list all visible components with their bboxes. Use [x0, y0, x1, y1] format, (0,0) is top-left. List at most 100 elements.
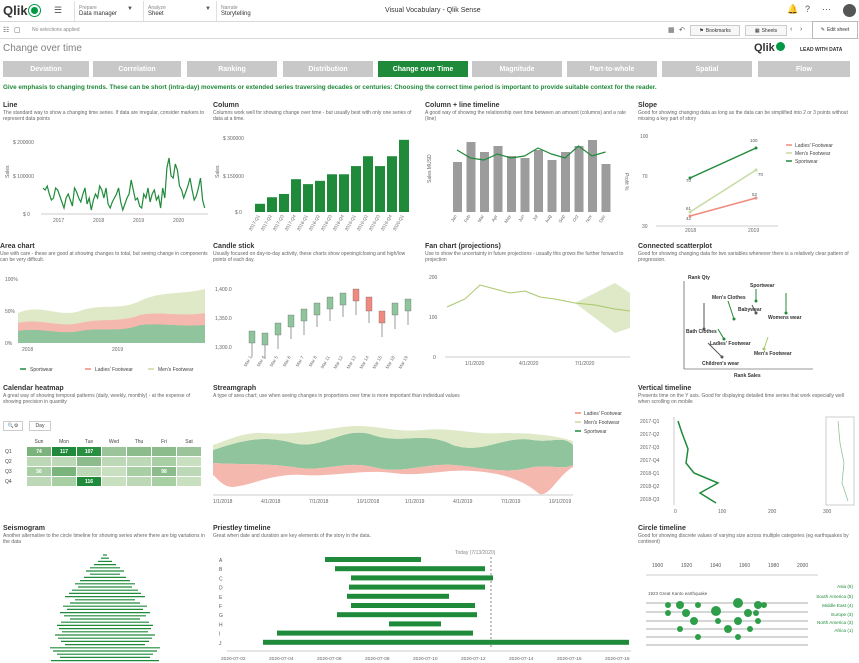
- zoom-search-button[interactable]: 🔍​⚙: [3, 421, 23, 431]
- duration-bar[interactable]: [351, 603, 475, 608]
- tab-magnitude[interactable]: Magnitude: [472, 61, 562, 77]
- notification-bell-icon[interactable]: 🔔: [787, 4, 799, 14]
- heat-cell[interactable]: [102, 457, 126, 466]
- duration-bar[interactable]: [351, 575, 493, 581]
- nav-prepare[interactable]: Prepare Data manager: [74, 1, 126, 21]
- event-circle[interactable]: [676, 601, 684, 609]
- heat-cell[interactable]: [152, 477, 176, 486]
- global-selector-icon[interactable]: ▦: [668, 27, 675, 34]
- event-circle[interactable]: [665, 602, 671, 608]
- bookmarks-button[interactable]: ⚑ Bookmarks: [690, 25, 740, 36]
- heat-cell[interactable]: [77, 447, 101, 456]
- nav-analyze[interactable]: Analyze Sheet: [143, 1, 203, 21]
- prev-sheet-icon[interactable]: ‹: [790, 26, 793, 33]
- connected-scatter-chart[interactable]: Rank Qty Sportwear Men's Clothes Babywea…: [638, 273, 856, 383]
- heat-cell[interactable]: [77, 467, 101, 476]
- tab-correlation[interactable]: Correlation: [93, 61, 181, 77]
- chevron-down-icon[interactable]: ▼: [127, 6, 133, 12]
- heat-cell[interactable]: [177, 457, 201, 466]
- day-button[interactable]: Day: [29, 421, 51, 431]
- heat-cell[interactable]: [127, 477, 151, 486]
- event-circle[interactable]: [682, 609, 690, 617]
- event-circle[interactable]: [677, 626, 683, 632]
- event-circle[interactable]: [665, 610, 671, 616]
- event-circle[interactable]: [711, 606, 721, 616]
- line-chart[interactable]: Sales $ 200000 $ 100000 $ 0 2017 2018 20…: [3, 128, 208, 232]
- tab-spatial[interactable]: Spatial: [662, 61, 752, 77]
- area-chart[interactable]: 100% 50% 0% 2018 2019 Sportwear Ladies' …: [0, 273, 208, 383]
- tab-deviation[interactable]: Deviation: [3, 61, 89, 77]
- duration-bar[interactable]: [277, 630, 473, 636]
- heat-cell[interactable]: [127, 457, 151, 466]
- event-circle[interactable]: [744, 609, 752, 617]
- heat-cell[interactable]: [127, 467, 151, 476]
- tab-distribution[interactable]: Distribution: [283, 61, 373, 77]
- event-circle[interactable]: [754, 601, 762, 609]
- calendar-heatmap-chart[interactable]: Sun Mon Tue Wed Thu Fri Sat Q1 Q2 Q3 Q4 74 117 107 56 9…: [3, 437, 208, 497]
- event-circle[interactable]: [733, 598, 743, 608]
- event-circle[interactable]: [753, 610, 759, 616]
- heat-cell[interactable]: [152, 447, 176, 456]
- event-circle[interactable]: [690, 617, 698, 625]
- heat-cell[interactable]: [52, 447, 76, 456]
- heat-cell[interactable]: [177, 477, 201, 486]
- vertical-timeline-chart[interactable]: 2017-Q1 2017-Q2 2017-Q3 2017-Q4 2018-Q1 2018-…: [638, 413, 856, 520]
- chevron-down-icon[interactable]: ▼: [205, 6, 211, 12]
- seismogram-chart[interactable]: [3, 551, 208, 663]
- heat-cell[interactable]: [177, 467, 201, 476]
- selections-tool-icon[interactable]: ▢: [14, 27, 21, 34]
- qlik-logo[interactable]: Qlik: [3, 3, 40, 18]
- heat-cell[interactable]: [77, 457, 101, 466]
- heat-cell[interactable]: [102, 477, 126, 486]
- edit-sheet-button[interactable]: ✎ Edit sheet: [812, 21, 858, 39]
- event-circle[interactable]: [755, 618, 761, 624]
- next-sheet-icon[interactable]: ›: [800, 26, 803, 33]
- event-circle[interactable]: [695, 602, 701, 608]
- heat-cell[interactable]: [152, 457, 176, 466]
- heat-cell[interactable]: [27, 477, 51, 486]
- event-circle[interactable]: [735, 634, 741, 640]
- heat-cell[interactable]: [52, 477, 76, 486]
- tab-ranking[interactable]: Ranking: [187, 61, 277, 77]
- heat-cell[interactable]: [52, 467, 76, 476]
- heat-cell[interactable]: [27, 447, 51, 456]
- heat-cell[interactable]: [27, 467, 51, 476]
- heat-cell[interactable]: [152, 467, 176, 476]
- fan-chart[interactable]: 200 100 0 1/1/2020 4/1/2020 7/1/2020: [425, 273, 630, 383]
- heat-cell[interactable]: [52, 457, 76, 466]
- event-circle[interactable]: [715, 618, 721, 624]
- slope-chart[interactable]: 100 70 30 100 70 70 61 52 42 2018 2019 L…: [638, 128, 856, 232]
- tab-part-to-whole[interactable]: Part-to-whole: [567, 61, 657, 77]
- menu-icon[interactable]: ☰: [54, 5, 63, 15]
- heat-cell[interactable]: [77, 477, 101, 486]
- heat-cell[interactable]: [27, 457, 51, 466]
- duration-bar[interactable]: [349, 584, 485, 590]
- streamgraph-chart[interactable]: 1/1/2018 4/1/2018 7/1/2018 10/1/2018 1/1/201…: [213, 405, 631, 515]
- help-icon[interactable]: ?: [805, 4, 811, 14]
- more-icon[interactable]: ⋯: [822, 4, 831, 14]
- duration-bar[interactable]: [389, 621, 441, 627]
- heat-cell[interactable]: [102, 467, 126, 476]
- nav-narrate[interactable]: Narrate Storytelling: [216, 1, 276, 21]
- event-circle[interactable]: [695, 634, 701, 640]
- heat-cell[interactable]: [177, 447, 201, 456]
- avatar[interactable]: [843, 4, 856, 17]
- tab-flow[interactable]: Flow: [758, 61, 850, 77]
- heat-cell[interactable]: [102, 447, 126, 456]
- column-chart[interactable]: Sales $ 300000 $ 150000 $ 0 2017-Q12017-…: [213, 128, 418, 232]
- event-circle[interactable]: [724, 625, 732, 633]
- undo-icon[interactable]: ↶: [679, 27, 685, 34]
- sheets-button[interactable]: ▦ Sheets: [745, 25, 787, 36]
- tab-change-over-time[interactable]: Change over Time: [378, 61, 468, 77]
- duration-bar[interactable]: [347, 593, 449, 599]
- event-circle[interactable]: [747, 626, 753, 632]
- circle-timeline-chart[interactable]: 1923 Great Kanto earthquake 1900 1920 1940…: [638, 555, 856, 663]
- event-circle[interactable]: [734, 617, 742, 625]
- column-line-chart[interactable]: Sales MUSD Profit % Jan Feb Mar Apr May Jun Ju…: [425, 128, 630, 232]
- minimap[interactable]: [825, 416, 855, 506]
- event-circle[interactable]: [761, 602, 767, 608]
- smart-search-icon[interactable]: ☷: [3, 27, 10, 34]
- heat-cell[interactable]: [127, 447, 151, 456]
- duration-bar[interactable]: [335, 566, 485, 572]
